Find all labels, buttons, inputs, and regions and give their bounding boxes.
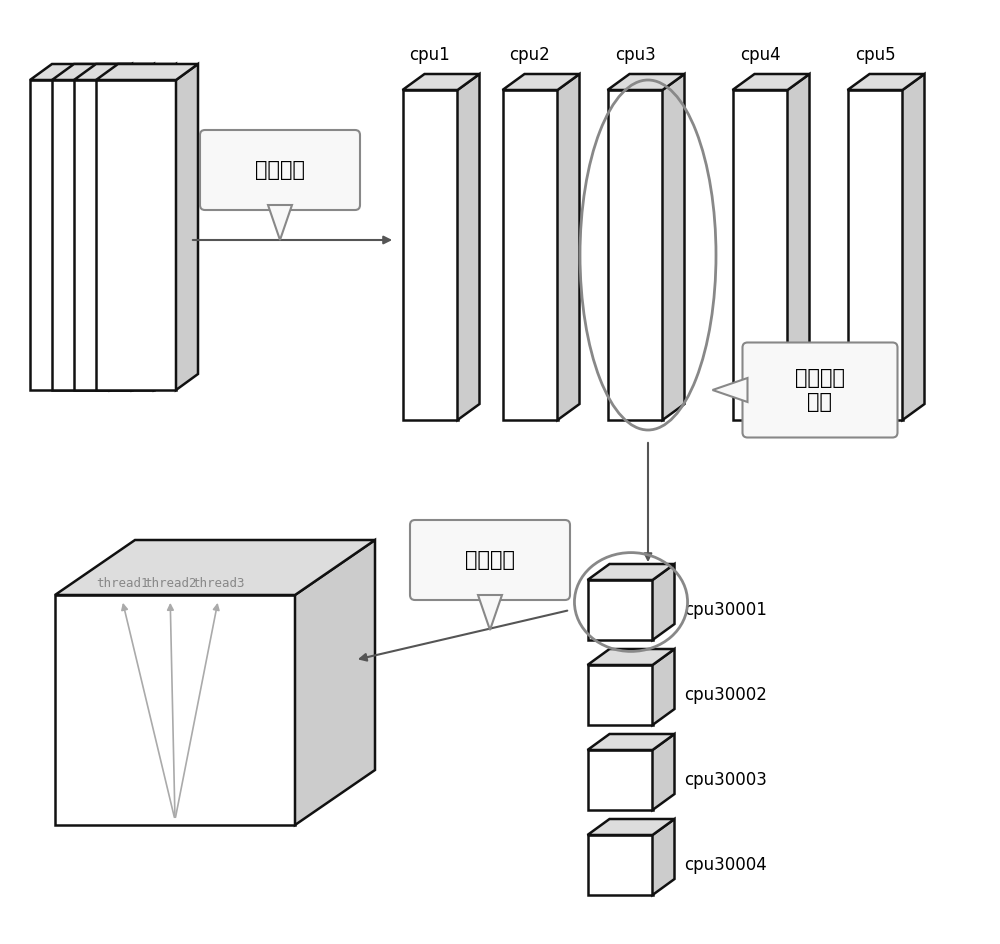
Polygon shape (503, 74, 580, 90)
Polygon shape (788, 74, 810, 420)
Text: 方向并行: 方向并行 (465, 550, 515, 570)
Polygon shape (74, 64, 176, 80)
Polygon shape (30, 64, 132, 80)
Polygon shape (295, 540, 375, 825)
Polygon shape (55, 540, 375, 595)
Polygon shape (503, 90, 558, 420)
Polygon shape (96, 80, 176, 390)
Polygon shape (154, 64, 176, 390)
Polygon shape (608, 90, 662, 420)
Text: cpu1: cpu1 (410, 46, 450, 64)
Polygon shape (588, 819, 674, 835)
Polygon shape (588, 734, 674, 750)
Polygon shape (478, 595, 502, 630)
Polygon shape (402, 74, 480, 90)
Text: cpu4: cpu4 (740, 46, 780, 64)
Polygon shape (652, 564, 674, 640)
Polygon shape (712, 378, 748, 402)
Polygon shape (74, 80, 154, 390)
Text: cpu3: cpu3 (615, 46, 655, 64)
Text: cpu30003: cpu30003 (684, 771, 767, 789)
FancyBboxPatch shape (410, 520, 570, 600)
Polygon shape (558, 74, 580, 420)
Polygon shape (902, 74, 924, 420)
Text: thread1: thread1 (96, 577, 148, 590)
Polygon shape (402, 90, 458, 420)
Polygon shape (652, 819, 674, 895)
Polygon shape (608, 74, 684, 90)
Polygon shape (52, 80, 132, 390)
Polygon shape (588, 750, 652, 810)
Polygon shape (176, 64, 198, 390)
Polygon shape (732, 90, 788, 420)
Polygon shape (588, 580, 652, 640)
Polygon shape (110, 64, 132, 390)
Polygon shape (588, 665, 652, 725)
Text: cpu30001: cpu30001 (684, 601, 767, 619)
Polygon shape (732, 74, 810, 90)
Text: cpu2: cpu2 (510, 46, 550, 64)
Polygon shape (96, 64, 198, 80)
Text: 一维区域
分解: 一维区域 分解 (795, 368, 845, 412)
Polygon shape (458, 74, 480, 420)
Polygon shape (132, 64, 154, 390)
Text: thread2: thread2 (144, 577, 196, 590)
Polygon shape (848, 90, 902, 420)
Polygon shape (588, 649, 674, 665)
Polygon shape (588, 835, 652, 895)
Text: 棹元并行: 棹元并行 (255, 160, 305, 180)
Polygon shape (848, 74, 924, 90)
Text: thread3: thread3 (192, 577, 244, 590)
Polygon shape (652, 734, 674, 810)
Polygon shape (662, 74, 684, 420)
FancyBboxPatch shape (742, 343, 898, 437)
Polygon shape (268, 205, 292, 240)
Polygon shape (55, 595, 295, 825)
Polygon shape (588, 564, 674, 580)
Text: cpu5: cpu5 (855, 46, 895, 64)
Polygon shape (30, 80, 110, 390)
Text: cpu30004: cpu30004 (684, 856, 767, 874)
Polygon shape (52, 64, 154, 80)
Polygon shape (652, 649, 674, 725)
FancyBboxPatch shape (200, 130, 360, 210)
Text: cpu30002: cpu30002 (684, 686, 767, 704)
